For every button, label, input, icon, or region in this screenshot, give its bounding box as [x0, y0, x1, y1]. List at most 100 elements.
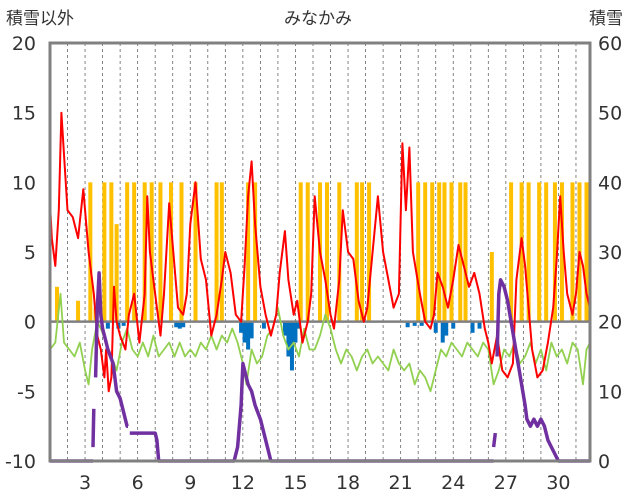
- left-tick-label: 0: [24, 312, 36, 334]
- precip-bar: [451, 321, 456, 329]
- precip-bar: [246, 321, 251, 350]
- sunshine-bar: [88, 182, 93, 322]
- sunshine-bar: [337, 182, 342, 322]
- right-tick-label: 60: [598, 33, 622, 55]
- precip-bar: [440, 321, 445, 343]
- right-tick-label: 20: [598, 312, 622, 334]
- left-tick-label: -10: [5, 451, 36, 473]
- sunshine-bar: [125, 182, 130, 322]
- precip-bar: [477, 321, 482, 329]
- precip-bar: [249, 321, 254, 339]
- sunshine-bar: [367, 182, 372, 322]
- precip-bar: [174, 321, 179, 328]
- sunshine-bar: [76, 300, 81, 322]
- sunshine-bar: [423, 182, 428, 322]
- sunshine-bar: [584, 182, 589, 322]
- x-tick-label: 15: [283, 472, 307, 494]
- right-tick-label: 40: [598, 172, 622, 194]
- sunshine-bar: [416, 182, 421, 322]
- precip-bar: [121, 321, 126, 326]
- precip-bar: [296, 321, 301, 329]
- x-axis: 3 6 9 12 15 18 21 24 27 30: [79, 472, 571, 494]
- sunshine-bar: [298, 182, 303, 322]
- x-tick-label: 21: [389, 472, 413, 494]
- sunshine-bar: [168, 182, 173, 322]
- precip-bar: [242, 321, 247, 343]
- sunshine-bar: [193, 182, 198, 322]
- right-axis-title: 積雪: [589, 9, 623, 29]
- sunshine-bar: [253, 182, 258, 322]
- snow-depth-line: [491, 432, 498, 448]
- right-tick-label: 10: [598, 381, 622, 403]
- precip-bar: [105, 321, 110, 329]
- x-tick-label: 9: [184, 472, 196, 494]
- sunshine-bar: [544, 182, 549, 322]
- plot-frame: [48, 41, 592, 463]
- sunshine-bar: [219, 182, 224, 322]
- x-tick-label: 30: [546, 472, 570, 494]
- snow-depth-line: [91, 408, 96, 448]
- precip-bar: [419, 321, 424, 326]
- sunshine-bar: [114, 224, 119, 322]
- sunshine-bar: [102, 182, 107, 322]
- precip-bar: [405, 321, 410, 328]
- precip-bar: [293, 321, 298, 343]
- sunshine-bar: [437, 182, 442, 322]
- sunshine-bar: [55, 286, 60, 322]
- sunshine-bar: [509, 182, 514, 322]
- right-y-axis: 60 50 40 30 20 10 0: [598, 33, 622, 473]
- sunshine-bar: [552, 182, 557, 322]
- chart-title: みなかみ: [284, 9, 352, 29]
- sunshine-bar: [526, 182, 531, 322]
- sunshine-bar: [537, 182, 542, 322]
- right-tick-label: 0: [598, 451, 610, 473]
- precip-bar: [282, 321, 287, 336]
- right-tick-label: 30: [598, 242, 622, 264]
- sunshine-bar: [559, 182, 564, 322]
- sunshine-bar: [519, 182, 524, 322]
- snow-depth-line: [129, 361, 494, 463]
- sunshine-bar: [449, 182, 454, 322]
- precip-bar: [444, 321, 449, 336]
- precip-bar: [261, 321, 266, 329]
- precip-bar: [412, 321, 417, 326]
- left-tick-label: 5: [24, 242, 36, 264]
- precip-bar: [433, 321, 438, 333]
- temp-max-line: [49, 111, 591, 393]
- precip-bar: [181, 321, 186, 328]
- x-tick-label: 12: [231, 472, 255, 494]
- x-tick-label: 6: [132, 472, 144, 494]
- sunshine-bar: [430, 182, 435, 322]
- left-y-axis: 20 15 10 5 0 -5 -10: [5, 33, 36, 473]
- left-tick-label: 15: [12, 103, 36, 125]
- snow-depth-line: [495, 278, 590, 463]
- sunshine-bar: [489, 252, 494, 322]
- precip-bar: [286, 321, 291, 357]
- plot-area: [48, 41, 592, 463]
- left-tick-label: 10: [12, 172, 36, 194]
- x-tick-label: 24: [441, 472, 465, 494]
- sunshine-bar: [246, 182, 251, 322]
- precip-bar: [177, 321, 182, 329]
- precip-bar: [239, 321, 244, 333]
- snow-depth-line: [93, 271, 129, 428]
- sunshine-bar: [354, 182, 359, 322]
- sunshine-bar: [214, 182, 219, 322]
- left-tick-label: -5: [17, 381, 36, 403]
- x-tick-label: 27: [494, 472, 518, 494]
- left-tick-label: 20: [12, 33, 36, 55]
- sunshine-bar: [305, 182, 310, 322]
- sunshine-bar: [360, 182, 365, 322]
- precip-bar: [470, 321, 475, 333]
- sunshine-bar: [179, 182, 184, 322]
- sunshine-bar: [142, 182, 147, 322]
- sunshine-bar: [570, 182, 575, 322]
- right-tick-label: 50: [598, 103, 622, 125]
- x-tick-label: 18: [336, 472, 360, 494]
- sunshine-bar: [149, 182, 154, 322]
- sunshine-bar: [325, 182, 330, 322]
- sunshine-bar: [109, 182, 114, 322]
- sunshine-bar: [132, 182, 137, 322]
- sunshine-bar: [158, 182, 163, 322]
